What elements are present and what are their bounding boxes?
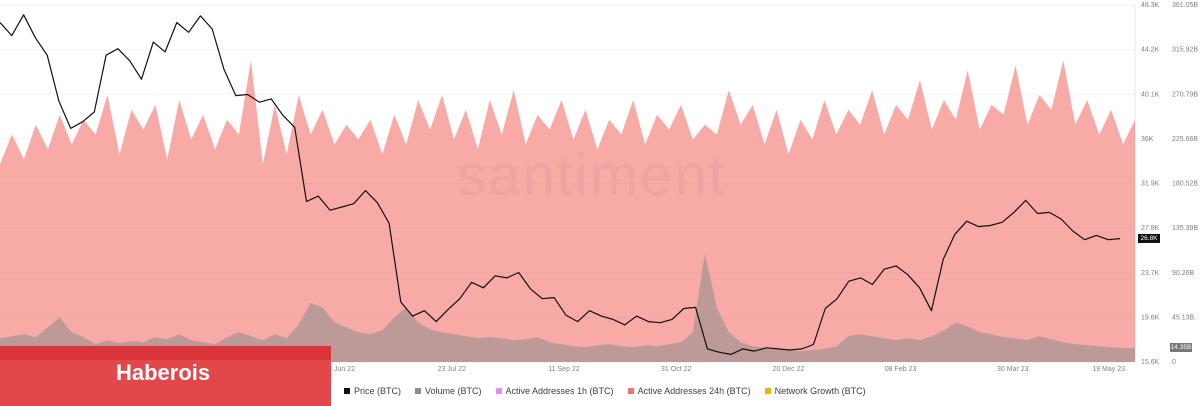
- y-left-tick-label: 36K: [1141, 136, 1154, 143]
- legend-item-active-addresses-1h[interactable]: Active Addresses 1h (BTC): [495, 386, 614, 396]
- y-axis-right: 361.05B 315.92B 270.79B 225.66B 180.52B 135.3…: [1172, 2, 1198, 366]
- source-banner-text: Haberois: [116, 360, 211, 385]
- active-addresses-area: [0, 60, 1135, 363]
- price-line-layer: [0, 14, 1121, 355]
- legend-swatch-active-addresses-24h: [627, 388, 634, 394]
- y-left-tick-label: 23.7K: [1141, 270, 1160, 277]
- y-right-tick-label: 135.39B: [1172, 225, 1198, 232]
- legend-label-price: Price (BTC): [354, 386, 401, 396]
- legend-label-network-growth: Network Growth (BTC): [774, 386, 866, 396]
- price-line: [0, 14, 1121, 355]
- y-left-tick-label: 27.8K: [1141, 225, 1160, 232]
- legend-item-volume[interactable]: Volume (BTC): [415, 386, 482, 396]
- legend-item-network-growth[interactable]: Network Growth (BTC): [764, 386, 866, 396]
- y-right-tick-label: 90.26B: [1172, 270, 1195, 277]
- legend-swatch-price: [344, 388, 350, 394]
- current-price-tag: 26.8K: [1138, 234, 1160, 243]
- y-right-tick-label: 180.52B: [1172, 181, 1198, 188]
- legend-label-active-addresses-1h: Active Addresses 1h (BTC): [505, 386, 614, 396]
- y-right-tick-label: 270.79B: [1172, 91, 1198, 98]
- y-left-tick-label: 48.3K: [1141, 2, 1160, 9]
- y-left-tick-label: 40.1K: [1141, 91, 1160, 98]
- x-tick-label: 20 Dec 22: [772, 366, 804, 373]
- current-volume-tag: 14.35B: [1170, 343, 1192, 352]
- legend-swatch-network-growth: [764, 388, 771, 394]
- source-banner-stripe: [0, 346, 331, 360]
- x-tick-label: 30 Mar 23: [997, 366, 1029, 373]
- y-left-tick-label: 31.9K: [1141, 181, 1160, 188]
- y-right-tick-label: 225.66B: [1172, 136, 1198, 143]
- legend-label-volume: Volume (BTC): [425, 386, 482, 396]
- y-left-tick-label: 44.2K: [1141, 47, 1160, 54]
- x-tick-label: 23 Jul 22: [438, 366, 467, 373]
- y-right-tick-label: 45.13B: [1172, 314, 1195, 321]
- y-right-tick-label: 361.05B: [1172, 2, 1198, 9]
- x-tick-label: 11 Sep 22: [548, 366, 580, 373]
- y-right-tick-label: 0: [1172, 359, 1176, 366]
- x-tick-label: 31 Oct 22: [661, 366, 691, 373]
- legend-item-active-addresses-24h[interactable]: Active Addresses 24h (BTC): [627, 386, 751, 396]
- x-tick-label: 03 Jun 22: [324, 366, 355, 373]
- legend-swatch-active-addresses-1h: [495, 388, 502, 394]
- legend-item-price[interactable]: Price (BTC): [344, 386, 401, 396]
- x-tick-label: 08 Feb 23: [885, 366, 917, 373]
- legend-swatch-volume: [415, 388, 421, 394]
- x-tick-label: 19 May 23: [1092, 366, 1125, 373]
- y-left-tick-label: 19.6K: [1141, 314, 1160, 321]
- active-addresses-24h-area: [0, 60, 1135, 363]
- y-left-tick-label: 15.6K: [1141, 359, 1160, 366]
- chart-legend: Price (BTC) Volume (BTC) Active Addresse…: [344, 384, 866, 398]
- y-axis-left: 48.3K 44.2K 40.1K 36K 31.9K 27.8K 23.7K 19.6K 15…: [1141, 2, 1160, 366]
- y-right-tick-label: 315.92B: [1172, 47, 1198, 54]
- legend-label-active-addresses-24h: Active Addresses 24h (BTC): [637, 386, 751, 396]
